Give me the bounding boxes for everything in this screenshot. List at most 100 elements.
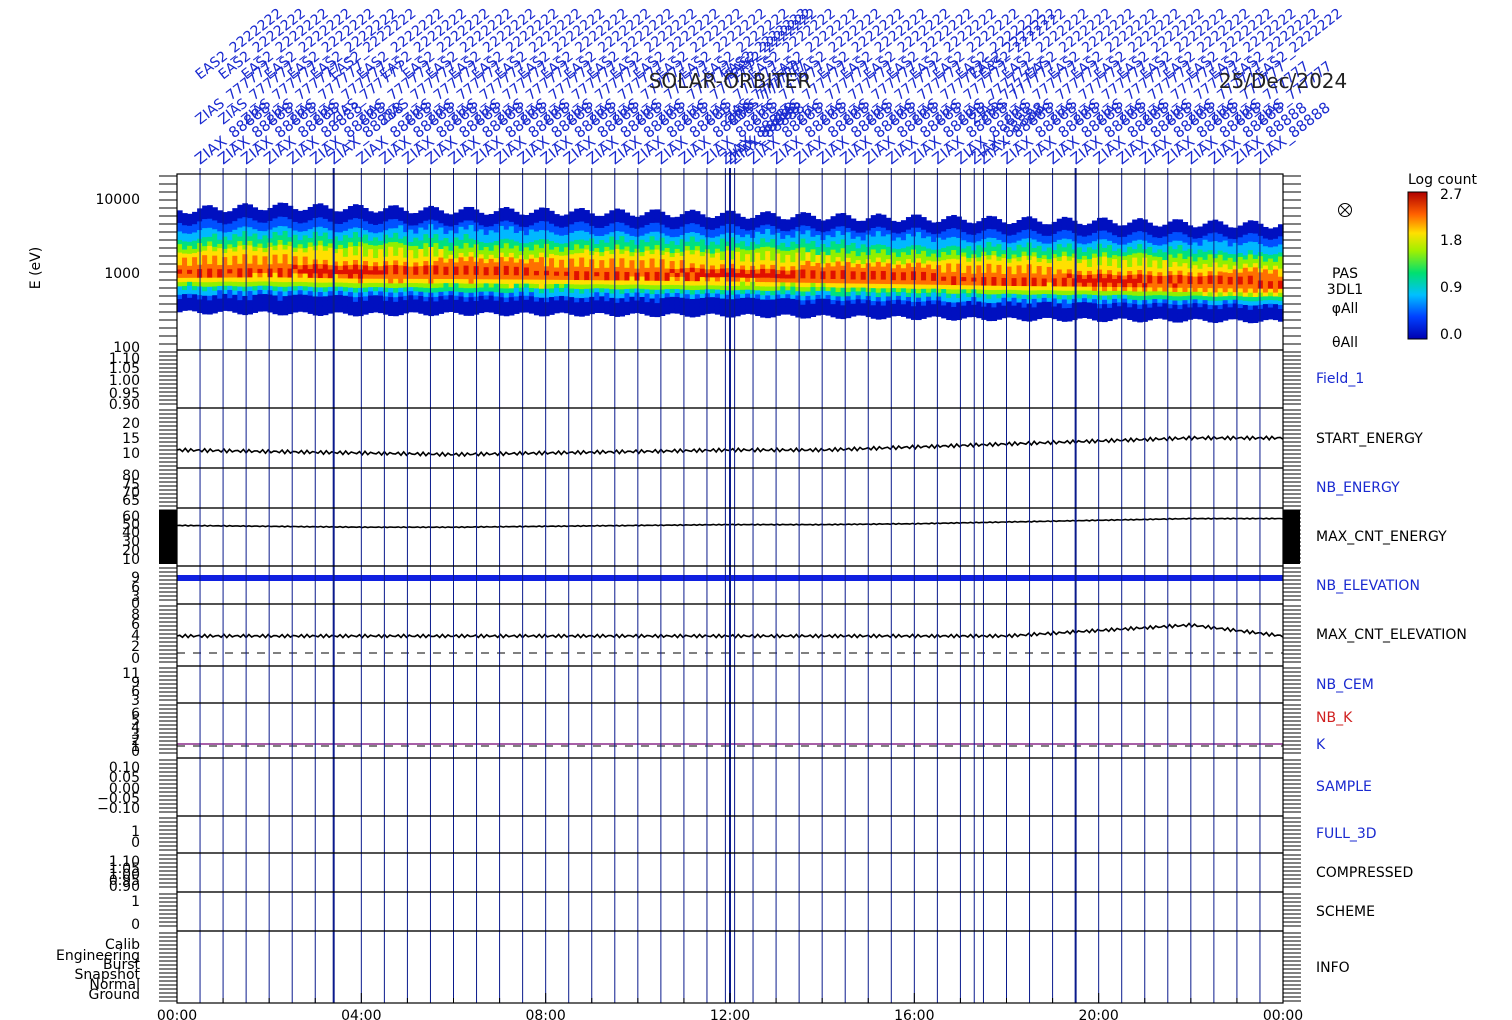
y-tick-label: 75 xyxy=(122,477,140,493)
x-tick-label: 00:00 xyxy=(157,1008,197,1020)
y-tick-label: 10000 xyxy=(95,192,140,208)
panel-label: MAX_CNT_ELEVATION xyxy=(1316,627,1467,643)
y-tick-label: 6 xyxy=(131,706,140,722)
colorbar-title: Log count xyxy=(1408,172,1477,188)
y-tick-label: 1.05 xyxy=(109,861,140,877)
direction-symbol-icon xyxy=(1338,203,1352,217)
y-tick-label: 1.00 xyxy=(109,373,140,389)
y-tick-label: 0 xyxy=(131,917,140,933)
y-tick-label: −0.10 xyxy=(97,801,140,817)
x-tick-label: 08:00 xyxy=(525,1008,565,1020)
y-tick-label: 1.10 xyxy=(109,351,140,367)
y-tick-label: Snapshot xyxy=(75,967,141,983)
y-tick-label: 1000 xyxy=(104,266,140,282)
y-tick-label: Ground xyxy=(89,987,141,1003)
y-tick-label: 0.10 xyxy=(109,760,140,776)
y-tick-label: 80 xyxy=(122,468,140,484)
colorbar-tick-label: 0.9 xyxy=(1440,280,1462,296)
spectrogram-label: 3DL1 xyxy=(1327,282,1363,298)
energy-spectrogram xyxy=(177,202,1284,324)
y-tick-label: 2 xyxy=(131,733,140,749)
y-tick-label: 15 xyxy=(122,431,140,447)
y-tick-label: 0.95 xyxy=(109,386,140,402)
panel-label: SAMPLE xyxy=(1316,779,1372,795)
y-tick-label: 0.00 xyxy=(109,781,140,797)
y-tick-label: 6 xyxy=(131,617,140,633)
y-tick-label: 1 xyxy=(131,824,140,840)
spectrogram-label: φAll xyxy=(1332,301,1359,317)
y-tick-label: 60 xyxy=(122,509,140,525)
y-tick-label: 3 xyxy=(131,727,140,743)
x-tick-label: 04:00 xyxy=(341,1008,381,1020)
y-tick-label: 50 xyxy=(122,517,140,533)
y-tick-label: 4 xyxy=(131,628,140,644)
y-tick-label: 9 xyxy=(131,675,140,691)
y-tick-label: 40 xyxy=(122,525,140,541)
y-tick-label: 20 xyxy=(122,543,140,559)
panel-label: NB_ENERGY xyxy=(1316,480,1400,496)
x-tick-label: 12:00 xyxy=(710,1008,750,1020)
y-tick-label: 3 xyxy=(131,589,140,605)
panel-label: SCHEME xyxy=(1316,904,1375,920)
colorbar: Log count 2.7 1.8 0.9 0.0 xyxy=(1407,172,1477,343)
x-tick-label: 20:00 xyxy=(1078,1008,1118,1020)
y-tick-label: −0.05 xyxy=(97,791,140,807)
spectrogram-label: θAll xyxy=(1332,335,1358,351)
y-tick-label: 0 xyxy=(131,651,140,667)
panel-label: NB_K xyxy=(1316,710,1353,726)
panel-label: MAX_CNT_ENERGY xyxy=(1316,529,1447,545)
y-tick-label: 2 xyxy=(131,639,140,655)
x-tick-label: 16:00 xyxy=(894,1008,934,1020)
y-tick-label: 1.05 xyxy=(109,361,140,377)
panel-label: K xyxy=(1316,737,1326,753)
colorbar-tick-label: 2.7 xyxy=(1440,187,1462,203)
y-tick-label: 30 xyxy=(122,534,140,550)
y-tick-label: 11 xyxy=(122,666,140,682)
panel-label: FULL_3D xyxy=(1316,826,1377,842)
y-tick-label: Normal xyxy=(89,977,140,993)
y-tick-label: 0 xyxy=(131,835,140,851)
y-tick-label: 1.00 xyxy=(109,867,140,883)
y-tick-label: 6 xyxy=(131,684,140,700)
edge-block xyxy=(159,510,177,564)
panel-frames xyxy=(159,173,1301,1004)
panel-label: NB_ELEVATION xyxy=(1316,578,1420,594)
y-tick-label: 3 xyxy=(131,693,140,709)
y-tick-label: 1.10 xyxy=(109,854,140,870)
y-tick-label: 8 xyxy=(131,607,140,623)
edge-block xyxy=(1283,510,1300,564)
panel-label: NB_CEM xyxy=(1316,677,1374,693)
y-tick-label: 0.90 xyxy=(109,397,140,413)
y-tick-label: Calib xyxy=(105,937,140,953)
colorbar-scale xyxy=(1407,191,1428,340)
panel-label: Field_1 xyxy=(1316,371,1364,387)
y-tick-label: 70 xyxy=(122,485,140,501)
y-tick-label: Burst xyxy=(103,957,141,973)
y-tick-label: 0.95 xyxy=(109,873,140,889)
y-tick-label: 0 xyxy=(131,596,140,612)
y-tick-label: 1 xyxy=(131,894,140,910)
y-tick-label: 5 xyxy=(131,713,140,729)
colorbar-tick-label: 1.8 xyxy=(1440,233,1462,249)
y-tick-label: 0.90 xyxy=(109,879,140,895)
y-tick-label: 6 xyxy=(131,580,140,596)
y-axis-title: E (eV) xyxy=(28,247,44,289)
y-tick-label: 10 xyxy=(122,552,140,568)
y-tick-label: 0.05 xyxy=(109,770,140,786)
y-tick-label: 20 xyxy=(122,416,140,432)
marker-labels-band: ZIAX_88888ZIAS_777777EAS2_2222222ZIAX_88… xyxy=(191,6,1345,169)
panel-label: COMPRESSED xyxy=(1316,865,1413,881)
y-tick-label: 9 xyxy=(131,570,140,586)
y-tick-label: 0 xyxy=(131,744,140,760)
date-title: 25/Dec/2024 xyxy=(1219,69,1348,93)
y-tick-label: Engineering xyxy=(56,948,140,964)
y-tick-label: 10 xyxy=(122,446,140,462)
x-tick-label: 00:00 xyxy=(1263,1008,1303,1020)
y-tick-label: 4 xyxy=(131,720,140,736)
axis-labels: 1000010001001.101.051.000.950.90Field_12… xyxy=(28,192,1467,1020)
event-marker-lines xyxy=(199,168,1261,1003)
mission-title: SOLAR-ORBITER xyxy=(649,69,812,93)
y-tick-label: 100 xyxy=(113,340,140,356)
y-tick-label: 1 xyxy=(131,739,140,755)
panel-label: INFO xyxy=(1316,960,1350,976)
